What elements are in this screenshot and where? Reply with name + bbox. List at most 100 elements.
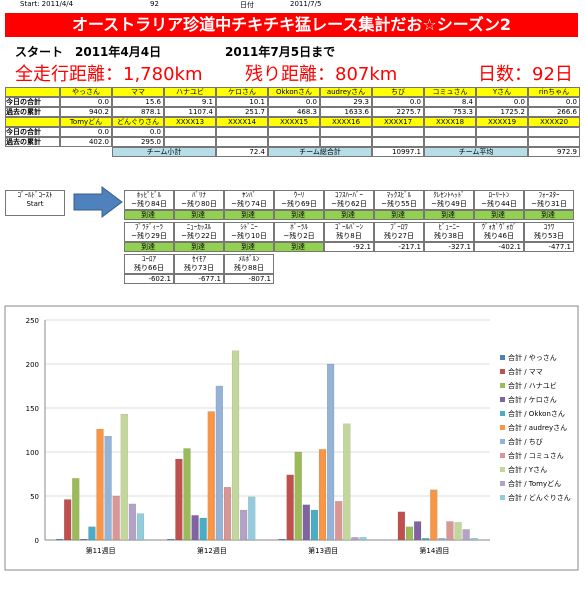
name-cell: XXXX18: [424, 117, 476, 127]
empty-cell: [528, 137, 580, 147]
city-status: 到達: [374, 210, 424, 220]
city-status: 到達: [474, 210, 524, 220]
city-status: 到達: [524, 210, 574, 220]
legend-swatch: [500, 369, 505, 374]
city-status: 到達: [224, 210, 274, 220]
city-status: 到達: [274, 242, 324, 252]
city-remain: 残り88日: [224, 264, 274, 274]
city-status: -807.1: [224, 274, 274, 284]
start-box: ｺﾞｰﾙﾄﾞｺｰｽﾄ Start: [5, 190, 65, 216]
bar: [438, 538, 446, 541]
name-cell: XXXX15: [268, 117, 320, 127]
city-name: ﾊﾞﾘﾅ: [174, 190, 224, 200]
city-name: ﾔﾝﾊﾞ: [224, 190, 274, 200]
city-status: 到達: [274, 210, 324, 220]
name-cell: rinちゃん: [528, 87, 580, 97]
bar: [80, 538, 88, 541]
name-cell: XXXX14: [216, 117, 268, 127]
city-remain: 残り66日: [124, 264, 174, 274]
row-label: 今日の合計: [5, 127, 60, 137]
value-cell: 1725.2: [476, 107, 528, 117]
name-cell: XXXX20: [528, 117, 580, 127]
y-tick-label: 100: [26, 449, 39, 457]
total-distance: 全走行距離：1,780km: [15, 64, 203, 85]
city-status: -602.1: [124, 274, 174, 284]
city-status: -327.1: [424, 242, 474, 252]
value-cell: 878.1: [112, 107, 164, 117]
legend-label: 合計 / ケロさん: [508, 395, 557, 404]
city-name: ﾒﾙﾎﾞﾙﾝ: [224, 254, 274, 264]
bar: [128, 503, 137, 541]
bar: [286, 474, 294, 541]
row-label: 過去の累計: [5, 137, 60, 147]
bar: [430, 489, 438, 541]
bar: [207, 411, 215, 541]
legend-label: 合計 / ハナユビ: [508, 381, 557, 390]
legend-swatch: [500, 355, 505, 360]
title: オーストラリア珍道中チキチキ猛レース集計だお☆シーズン2: [5, 13, 578, 37]
bar: [215, 385, 223, 541]
value-cell: 9.1: [164, 97, 216, 107]
city-name: ｾｲﾓｱ: [174, 254, 224, 264]
city-status: 到達: [174, 242, 224, 252]
bar: [397, 511, 406, 541]
city-name: ﾌｫｰｽﾀｰ: [524, 190, 574, 200]
city-remain: ~残り69日: [274, 200, 324, 210]
name-cell: XXXX17: [372, 117, 424, 127]
value-cell: 2275.7: [372, 107, 424, 117]
legend-swatch: [500, 383, 505, 388]
city-remain: ~残り74日: [224, 200, 274, 210]
total-label: チーム小計: [112, 147, 216, 157]
empty-cell: [476, 137, 528, 147]
value-cell: 940.2: [60, 107, 112, 117]
empty-cell: [268, 127, 320, 137]
empty-cell: [320, 127, 372, 137]
empty-cell: [216, 137, 268, 147]
empty-cell: [268, 137, 320, 147]
bar: [72, 478, 80, 541]
city-name: ｺﾌｽﾊｰﾊﾞｰ: [324, 190, 374, 200]
value-cell: 0.0: [476, 97, 528, 107]
header-cell: [5, 117, 60, 127]
city-name: ｼﾄﾞﾆｰ: [224, 222, 274, 232]
city-status: -217.1: [374, 242, 424, 252]
empty-cell: [164, 127, 216, 137]
legend-swatch: [500, 467, 505, 472]
y-tick-label: 0: [35, 537, 39, 545]
city-remain: ~残り31日: [524, 200, 574, 210]
bar: [359, 537, 367, 541]
start-date: スタート 2011年4月4日: [15, 45, 162, 59]
empty-cell: [424, 137, 476, 147]
x-tick-label: 第14週目: [419, 546, 449, 555]
header-date-label: 日付: [240, 1, 254, 9]
bar: [326, 363, 335, 541]
legend-label: 合計 / audreyさん: [508, 423, 567, 432]
city-name: ｺﾞｰﾙﾊﾞｰﾝ: [324, 222, 374, 232]
city-name: ﾎﾞｰﾗﾙ: [274, 222, 324, 232]
y-tick-label: 150: [26, 405, 39, 413]
city-name: ﾕｰﾛｱ: [124, 254, 174, 264]
city-name: ﾌﾞｰﾛﾜ: [374, 222, 424, 232]
city-remain: ~残り84日: [124, 200, 174, 210]
name-cell: ちび: [372, 87, 424, 97]
total-value: 972.9: [528, 147, 580, 157]
city-remain: 残り8日: [324, 232, 374, 242]
name-cell: XXXX19: [476, 117, 528, 127]
name-cell: audreyさん: [320, 87, 372, 97]
value-cell: 0.0: [60, 127, 112, 137]
empty-cell: [476, 127, 528, 137]
bar: [199, 517, 207, 541]
value-cell: 1107.4: [164, 107, 216, 117]
city-name: ﾛｰﾘｰﾄﾝ: [474, 190, 524, 200]
total-label: チーム平均: [424, 147, 528, 157]
city-name: ﾆｭｰｶｯｽﾙ: [174, 222, 224, 232]
city-remain: ~残り49日: [424, 200, 474, 210]
row-label: 過去の累計: [5, 107, 60, 117]
city-name: ﾌﾞﾗﾃﾞｨｰﾗ: [124, 222, 174, 232]
legend-label: 合計 / ママ: [508, 367, 543, 376]
total-value: 10997.1: [372, 147, 424, 157]
name-cell: Yさん: [476, 87, 528, 97]
city-remain: ~残り44日: [474, 200, 524, 210]
bar: [413, 521, 422, 541]
